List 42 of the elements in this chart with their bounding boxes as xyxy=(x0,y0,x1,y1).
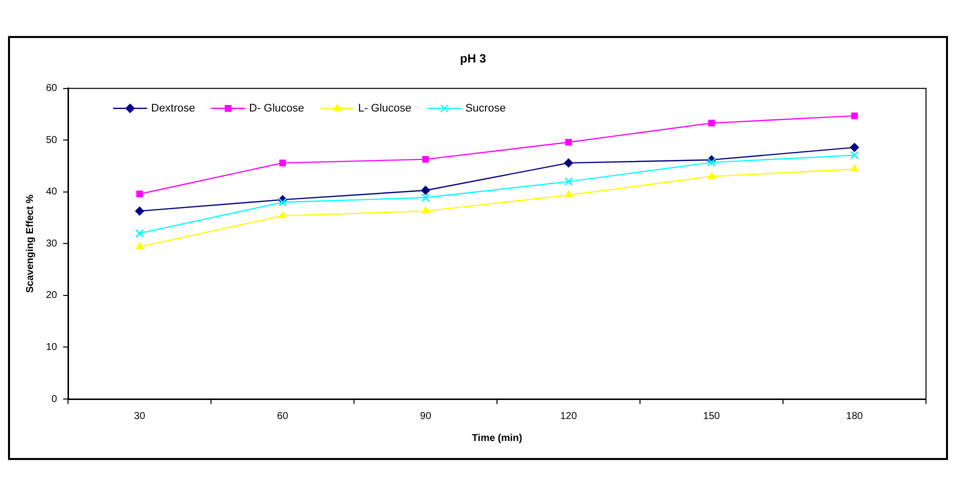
y-tick-label: 50 xyxy=(46,134,58,146)
point xyxy=(421,193,430,202)
point xyxy=(564,158,574,168)
x-tick-label: 150 xyxy=(703,410,720,422)
point xyxy=(135,206,144,216)
point xyxy=(851,112,858,120)
point xyxy=(278,198,287,207)
point xyxy=(707,158,716,167)
x-tick-label: 120 xyxy=(560,410,578,422)
point xyxy=(135,229,144,238)
y-tick-label: 30 xyxy=(46,238,58,250)
point xyxy=(136,242,144,250)
legend-label: Sucrose xyxy=(465,102,506,114)
x-axis-title: Time (min) xyxy=(472,432,522,444)
x-tick-label: 60 xyxy=(277,410,289,422)
x-tick-label: 30 xyxy=(134,410,146,422)
y-tick-label: 10 xyxy=(46,342,58,353)
legend-label: D- Glucose xyxy=(249,102,304,114)
point xyxy=(850,164,858,172)
point xyxy=(708,172,716,179)
point xyxy=(565,138,572,146)
point xyxy=(564,190,573,198)
y-tick-label: 0 xyxy=(52,394,58,405)
y-tick-label: 20 xyxy=(46,290,58,302)
x-tick-label: 180 xyxy=(846,410,864,422)
point xyxy=(279,160,286,166)
point xyxy=(564,177,573,186)
point xyxy=(422,206,430,214)
point xyxy=(278,211,287,218)
y-axis-title: Scavenging Effect % xyxy=(24,194,36,293)
point xyxy=(850,142,860,152)
point xyxy=(421,186,430,195)
point xyxy=(708,120,715,126)
x-tick-label: 90 xyxy=(420,410,432,422)
legend-label: Dextrose xyxy=(151,102,196,114)
y-tick-label: 40 xyxy=(46,186,58,198)
point xyxy=(850,150,859,160)
legend-label: L- Glucose xyxy=(358,102,412,114)
chart-title: pH 3 xyxy=(460,52,486,66)
point xyxy=(136,190,143,198)
point xyxy=(422,156,429,163)
y-tick-label: 60 xyxy=(46,83,58,94)
